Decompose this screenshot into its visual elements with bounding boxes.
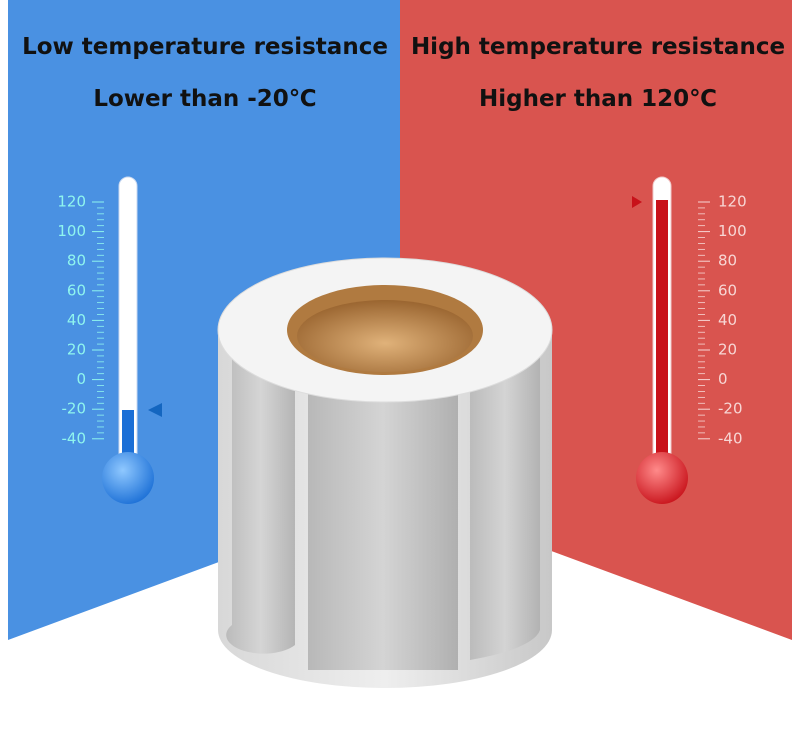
scale-label: 20: [718, 341, 737, 359]
right-subtitle: Higher than 120℃: [479, 86, 717, 112]
scale-label: 120: [57, 193, 86, 211]
scale-label: 40: [67, 311, 86, 329]
scale-label: 60: [718, 281, 737, 299]
scale-label: 0: [718, 370, 728, 388]
label-roll: [217, 257, 553, 688]
scale-label: 80: [67, 252, 86, 270]
scale-label: -20: [62, 400, 87, 418]
scale-label: 80: [718, 252, 737, 270]
scale-label: 100: [57, 222, 86, 240]
scale-label: 120: [718, 193, 747, 211]
left-title: Low temperature resistance: [22, 34, 388, 60]
scale-label: 100: [718, 222, 747, 240]
scale-label: 60: [67, 281, 86, 299]
left-thermometer: [102, 176, 162, 504]
scale-label: -40: [718, 429, 743, 447]
right-thermometer: [632, 176, 688, 504]
right-title: High temperature resistance: [411, 34, 785, 60]
scale-label: 0: [76, 370, 86, 388]
scale-label: 20: [67, 341, 86, 359]
left-subtitle: Lower than -20℃: [93, 86, 316, 112]
scale-label: -40: [62, 429, 87, 447]
scale-label: 40: [718, 311, 737, 329]
scale-label: -20: [718, 400, 743, 418]
